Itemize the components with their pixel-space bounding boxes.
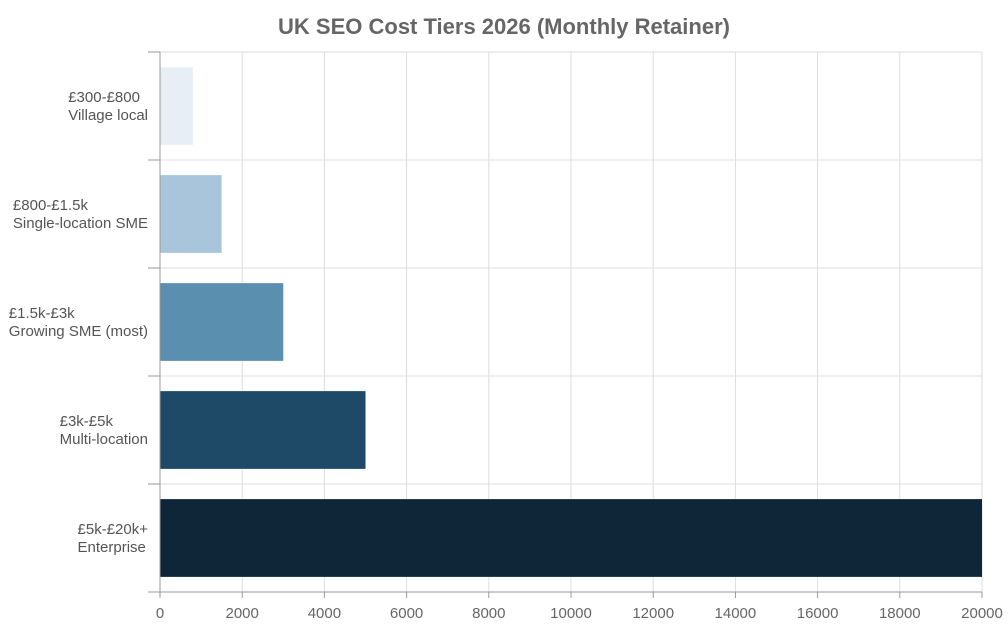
x-tick-label-7: 14000 [715,605,757,622]
category-label-line-4-1: Enterprise [78,539,146,556]
x-tick-label-6: 12000 [632,605,674,622]
category-label-line-0-1: Village local [68,107,148,124]
category-label-2: £1.5k-£3k Growing SME (most) [9,305,148,340]
category-label-0: £300-£800 Village local [68,89,148,124]
labels: £300-£800 Village local £800-£1.5k Single-l… [9,89,1003,622]
category-label-line-4-0: £5k-£20k+ [78,521,149,538]
bars [160,67,982,577]
category-label-line-2-0: £1.5k-£3k [9,305,75,322]
x-tick-label-0: 0 [156,605,164,622]
axes [148,51,983,598]
category-label-line-3-0: £3k-£5k [60,413,114,430]
category-label-line-3-1: Multi-location [60,431,148,448]
bar-0 [160,67,193,145]
category-label-line-1-0: £800-£1.5k [13,197,89,214]
category-label-line-1-1: Single-location SME [13,215,148,232]
bar-2 [160,283,284,361]
x-tick-label-2: 4000 [308,605,341,622]
category-label-line-0-0: £300-£800 [68,89,140,106]
bar-4 [160,499,982,577]
x-tick-label-10: 20000 [961,605,1003,622]
category-label-3: £3k-£5k Multi-location [60,413,148,448]
x-tick-label-1: 2000 [226,605,259,622]
category-label-4: £5k-£20k+ Enterprise [78,521,149,556]
category-label-1: £800-£1.5k Single-location SME [13,197,148,232]
bar-3 [160,391,366,469]
bar-1 [160,175,222,253]
x-tick-label-4: 8000 [472,605,505,622]
x-tick-label-5: 10000 [550,605,592,622]
x-tick-label-9: 18000 [879,605,921,622]
chart-title: UK SEO Cost Tiers 2026 (Monthly Retainer… [278,14,730,39]
category-label-line-2-1: Growing SME (most) [9,323,148,340]
x-tick-label-8: 16000 [797,605,839,622]
x-tick-label-3: 6000 [390,605,423,622]
